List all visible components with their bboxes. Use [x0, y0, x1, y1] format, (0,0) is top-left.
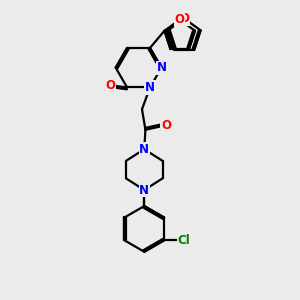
Text: N: N: [156, 61, 167, 74]
Text: Cl: Cl: [177, 234, 190, 247]
Text: O: O: [161, 119, 171, 132]
Text: N: N: [145, 81, 155, 94]
Text: O: O: [105, 79, 115, 92]
Text: O: O: [179, 12, 189, 25]
Text: N: N: [139, 143, 149, 156]
Text: O: O: [175, 13, 185, 26]
Text: N: N: [139, 184, 149, 196]
